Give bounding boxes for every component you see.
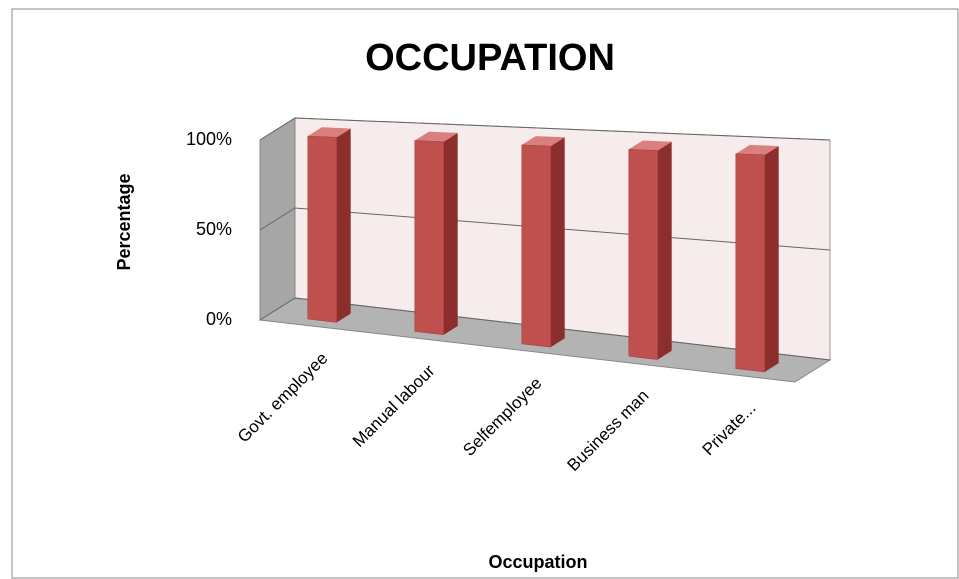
chart-title: OCCUPATION bbox=[365, 37, 615, 79]
bar-side bbox=[764, 146, 779, 372]
bar-top bbox=[414, 131, 458, 142]
bar-side bbox=[657, 141, 672, 360]
bar-side bbox=[550, 137, 565, 348]
bar bbox=[735, 153, 765, 373]
bar-top bbox=[307, 127, 351, 138]
bar-top bbox=[521, 136, 565, 147]
y-tick-label: 50% bbox=[196, 219, 232, 239]
bar bbox=[521, 144, 551, 348]
grid-line bbox=[259, 117, 831, 141]
bar-top bbox=[628, 140, 672, 151]
bar-top bbox=[735, 144, 779, 155]
y-tick-label: 100% bbox=[186, 129, 232, 149]
bar bbox=[307, 135, 337, 323]
x-axis-title: Occupation bbox=[488, 552, 587, 572]
bar bbox=[414, 140, 444, 336]
bar bbox=[628, 149, 658, 360]
bar-side bbox=[336, 128, 351, 323]
y-tick-label: 0% bbox=[206, 309, 232, 329]
bar-side bbox=[443, 132, 458, 335]
y-axis-title: Percentage bbox=[114, 173, 134, 270]
